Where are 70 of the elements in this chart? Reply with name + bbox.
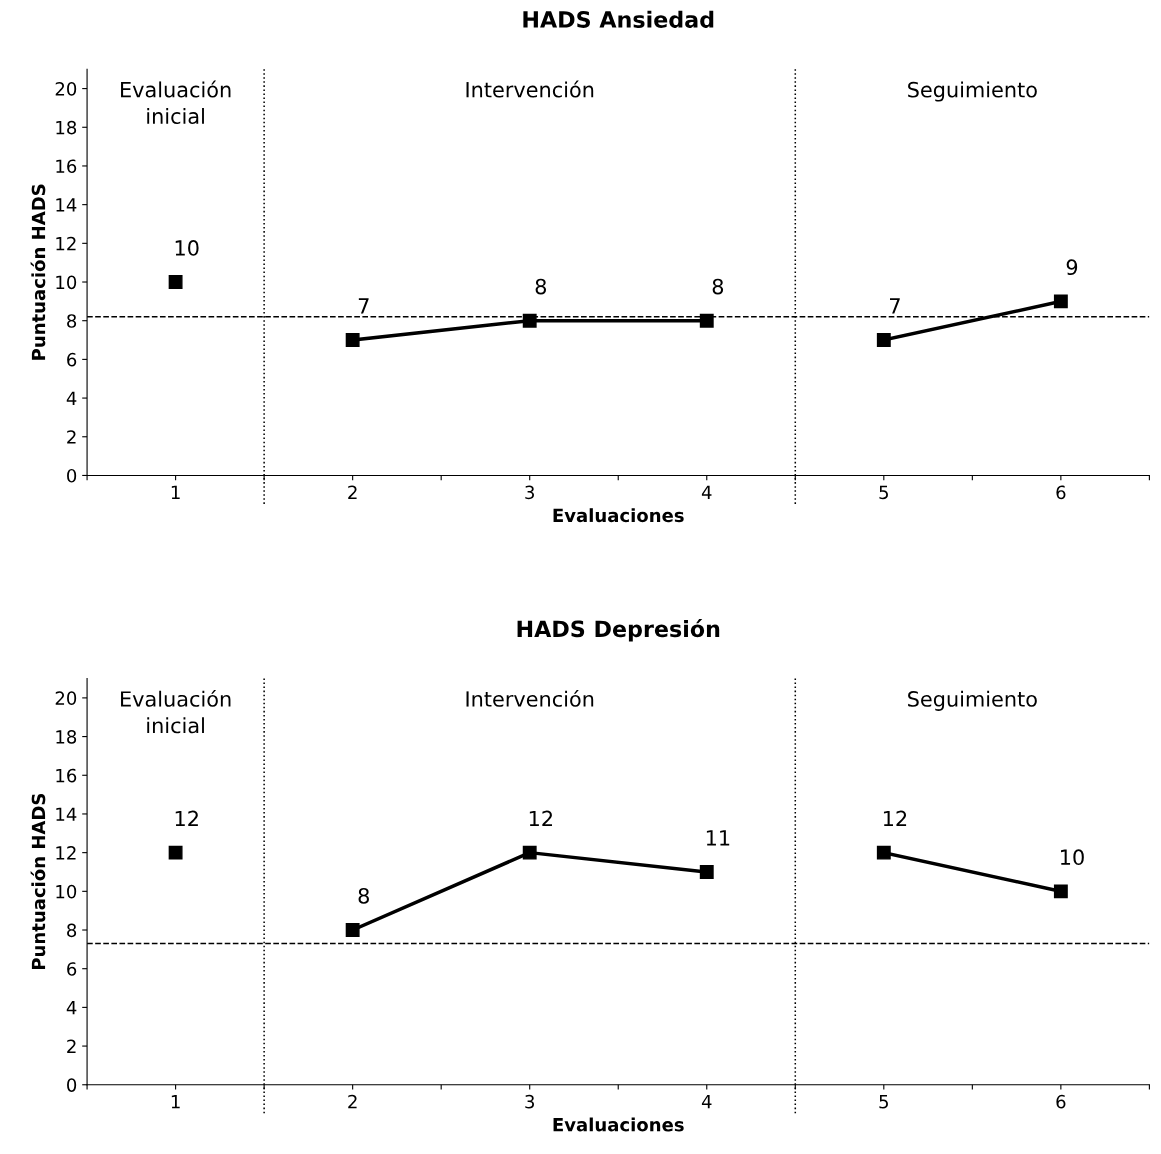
y-tick-label: 4 — [66, 1001, 77, 1015]
point — [1053, 294, 1068, 309]
x-tick-label: 4 — [701, 1095, 712, 1109]
data-label: 7 — [890, 298, 900, 314]
data-label: 12 — [175, 810, 198, 827]
data-label: 8 — [712, 278, 724, 295]
y-tick-label: 2 — [67, 1039, 76, 1053]
y-tick-label: 6 — [67, 352, 77, 367]
data-label: 9 — [1066, 259, 1078, 276]
point — [1053, 884, 1068, 899]
y-tick-label: 6 — [67, 962, 77, 976]
x-tick-label: 3 — [525, 1094, 534, 1109]
y-tick-label: 8 — [67, 923, 77, 938]
data-label: 11 — [706, 830, 730, 846]
y-tick-label: 18 — [56, 120, 77, 135]
y-tick-label: 10 — [56, 884, 77, 899]
x-tick-label: 2 — [348, 485, 357, 499]
chart-title: HADS Depresión — [517, 619, 720, 642]
data-label: 8 — [535, 278, 547, 295]
y-tick-label: 0 — [67, 1078, 77, 1092]
y-tick-label: 10 — [56, 275, 77, 290]
y-tick-label: 8 — [67, 314, 77, 328]
x-tick-label: 5 — [879, 1095, 888, 1109]
x-tick-label: 5 — [879, 485, 888, 500]
annotation: Evaluación inicial — [121, 80, 231, 125]
x-tick-label: 6 — [1056, 1094, 1066, 1109]
data-label: 12 — [529, 810, 552, 827]
data-label: 8 — [358, 888, 369, 904]
x-tick-label: 3 — [525, 485, 534, 500]
y-tick-label: 0 — [67, 468, 77, 483]
y-axis-title: Puntuación HADS — [30, 184, 46, 360]
annotation: Intervención — [466, 80, 594, 98]
x-tick-label: 4 — [701, 485, 712, 499]
y-tick-label: 4 — [66, 391, 77, 405]
point — [168, 275, 183, 289]
y-tick-label: 14 — [56, 198, 77, 212]
y-tick-label: 14 — [56, 807, 77, 821]
y-tick-label: 12 — [56, 236, 76, 251]
x-axis-title: Evaluaciones — [553, 1117, 684, 1132]
y-axis-title: Puntuación HADS — [30, 793, 46, 970]
y-tick-label: 16 — [56, 159, 77, 174]
y-tick-label: 2 — [67, 430, 76, 444]
annotation: Intervención — [466, 689, 594, 707]
x-axis-title: Evaluaciones — [553, 508, 684, 523]
point — [345, 333, 360, 347]
point — [876, 333, 891, 347]
point — [522, 845, 537, 860]
data-label: 10 — [1061, 849, 1084, 866]
point — [168, 845, 183, 860]
y-tick-label: 16 — [56, 768, 77, 783]
x-tick-label: 1 — [171, 1095, 180, 1109]
y-tick-label: 12 — [56, 846, 76, 860]
x-tick-label: 6 — [1056, 485, 1066, 500]
chart-title: HADS Ansiedad — [523, 10, 714, 28]
annotation: Evaluación inicial — [121, 689, 231, 734]
data-label: 10 — [175, 240, 199, 256]
point — [699, 313, 714, 328]
data-label: 7 — [358, 298, 369, 314]
data-label: 12 — [883, 810, 907, 827]
point — [345, 923, 360, 937]
y-tick-label: 20 — [55, 691, 77, 706]
point — [876, 845, 891, 860]
annotation: Seguimiento — [908, 81, 1037, 102]
x-tick-label: 2 — [348, 1094, 357, 1109]
y-tick-label: 18 — [56, 730, 77, 744]
annotation: Seguimiento — [908, 690, 1037, 711]
y-tick-label: 20 — [55, 82, 77, 96]
point — [522, 313, 537, 328]
point — [699, 865, 714, 879]
x-tick-label: 1 — [171, 485, 180, 499]
